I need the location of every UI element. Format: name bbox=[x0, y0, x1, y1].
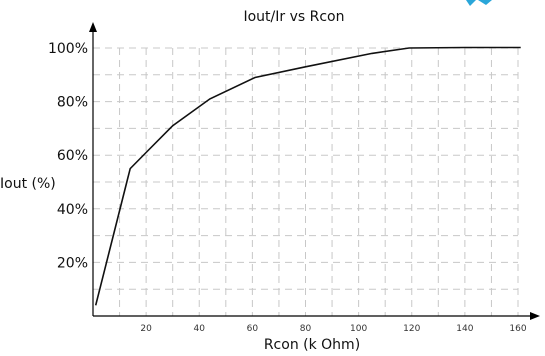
grid bbox=[93, 47, 519, 316]
top-cut-graphic bbox=[466, 0, 492, 6]
y-axis-label: Iout (%) bbox=[0, 176, 56, 192]
y-tick-label: 60% bbox=[57, 148, 88, 164]
y-tick-label: 20% bbox=[57, 255, 88, 271]
axes bbox=[89, 22, 540, 320]
y-tick-label: 80% bbox=[57, 95, 88, 111]
x-axis-arrow bbox=[530, 312, 540, 320]
series-layer bbox=[94, 46, 521, 306]
y-axis-arrow bbox=[89, 22, 97, 32]
x-tick-labels: 20 40 60 80 100 120 140 160 bbox=[140, 324, 526, 334]
y-tick-labels: 20% 40% 60% 80% 100% bbox=[48, 41, 88, 271]
x-tick-label: 120 bbox=[403, 324, 420, 334]
y-tick-label: 40% bbox=[57, 202, 88, 218]
y-tick-label: 100% bbox=[48, 41, 88, 57]
chart-title: Iout/Ir vs Rcon bbox=[243, 9, 344, 25]
x-tick-label: 80 bbox=[300, 324, 312, 334]
x-tick-label: 100 bbox=[350, 324, 367, 334]
x-tick-label: 40 bbox=[194, 324, 206, 334]
series-line bbox=[94, 46, 521, 306]
x-tick-label: 20 bbox=[140, 324, 152, 334]
x-tick-label: 60 bbox=[247, 324, 259, 334]
x-axis-label: Rcon (k Ohm) bbox=[264, 337, 360, 353]
x-tick-label: 160 bbox=[509, 324, 526, 334]
x-tick-label: 140 bbox=[456, 324, 473, 334]
